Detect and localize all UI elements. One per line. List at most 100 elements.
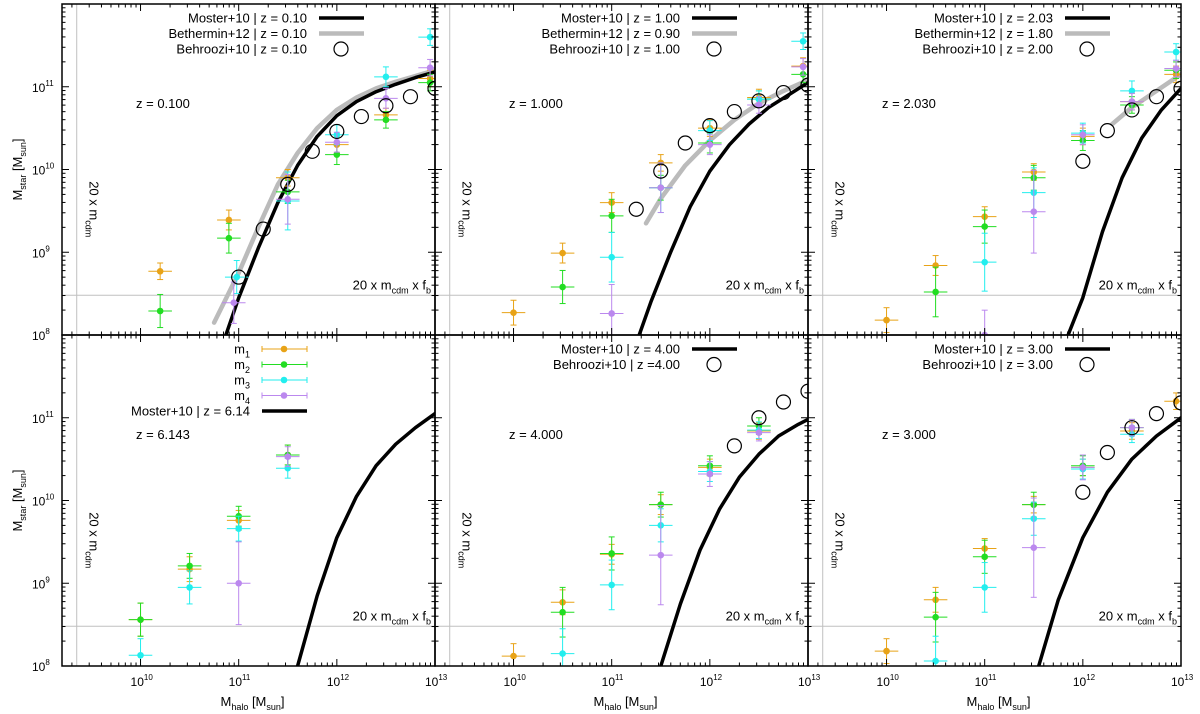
redshift-annotation: z = 3.000 — [882, 427, 936, 442]
m4-point — [1021, 497, 1046, 598]
m2-marker — [382, 116, 390, 124]
behroozi-marker — [255, 221, 271, 237]
moster-curve — [295, 411, 435, 666]
m3-marker — [799, 37, 807, 45]
panel-bottom-right: 20 x mcdm x fb 20 x mcdm z = 3.000 1010 1011… — [807, 334, 1194, 712]
x-tick-label: 1013 — [425, 673, 448, 689]
m3-marker — [932, 657, 939, 665]
m3-point — [791, 32, 808, 51]
legend-label-moster: Moster+10 | z = 0.10 — [188, 11, 307, 26]
m2-marker — [932, 288, 939, 296]
y-axis-label: Mstar [Msun] — [10, 138, 28, 200]
legend-sample-marker — [280, 392, 288, 399]
x-tick-label: 1010 — [504, 673, 527, 689]
moster-curve — [224, 70, 435, 335]
m3-point — [550, 628, 575, 666]
behroozi-marker — [775, 394, 792, 410]
plot-area — [128, 411, 435, 666]
m2-point — [550, 269, 575, 305]
m2-point — [217, 222, 241, 254]
behroozi-marker — [1148, 89, 1165, 105]
legend-label-moster: Moster+10 | z = 2.03 — [934, 11, 1053, 26]
m4-point — [747, 423, 771, 442]
m3-marker — [233, 273, 241, 281]
behroozi-marker — [1075, 484, 1091, 500]
m3-marker — [235, 525, 242, 532]
m1-marker — [883, 647, 890, 655]
m3-point — [599, 231, 624, 283]
legend-sample-marker — [280, 376, 288, 384]
m3-point — [972, 232, 997, 292]
m4-point — [1120, 92, 1144, 111]
m4-point — [747, 96, 771, 114]
m3-marker — [559, 650, 566, 657]
m2-point — [325, 144, 349, 166]
x-tick-label: 1012 — [1073, 673, 1096, 689]
hline-label: 20 x mcdm x fb — [353, 277, 431, 295]
m2-marker — [186, 562, 193, 570]
m1-marker — [510, 652, 517, 660]
m4-marker — [706, 141, 714, 148]
redshift-annotation: z = 0.100 — [136, 96, 190, 111]
m1-point — [148, 262, 172, 281]
m2-point — [923, 266, 948, 318]
m4-point — [648, 162, 673, 214]
m3-marker — [1128, 87, 1136, 95]
m4-marker — [1128, 98, 1136, 105]
m4-marker — [657, 551, 665, 559]
legend-sample-behroozi — [1079, 41, 1095, 57]
m1-point — [550, 242, 575, 264]
m4-marker — [284, 453, 292, 460]
behroozi-marker — [653, 163, 669, 179]
behroozi-marker — [726, 438, 742, 454]
legend-label-moster: Moster+10 | z = 4.00 — [561, 342, 680, 357]
panel-top-left: 20 x mcdm x fb 20 x mcdm z = 0.100 108 109 10… — [10, 3, 436, 343]
bethermin-curve — [211, 67, 435, 325]
redshift-annotation: z = 1.000 — [509, 96, 563, 111]
bethermin-curve — [643, 77, 808, 226]
x-tick-label: 1010 — [131, 673, 154, 689]
m2-marker — [225, 234, 233, 242]
m4-marker — [755, 429, 763, 436]
legend-label-behroozi: Behroozi+10 | z = 3.00 — [922, 357, 1053, 372]
m3-point — [972, 562, 997, 613]
vline-label: 20 x mcdm — [457, 181, 475, 237]
behroozi-marker — [1173, 80, 1181, 97]
legend-sample-behroozi — [706, 41, 722, 57]
m3-point — [224, 260, 249, 295]
m3-point — [1164, 43, 1181, 61]
hline-label: 20 x mcdm x fb — [1099, 608, 1177, 626]
m3-marker — [981, 258, 988, 266]
panel-bottom-middle: 20 x mcdm x fb 20 x mcdm z = 4.000 1010 1011… — [434, 334, 821, 712]
behroozi-marker — [1173, 395, 1181, 411]
vline-label: 20 x mcdm — [457, 512, 475, 568]
m4-point — [275, 446, 300, 468]
behroozi-marker — [1099, 123, 1115, 139]
legend-sample-behroozi — [1079, 356, 1095, 373]
m2-marker — [559, 608, 566, 616]
legend-label-behroozi: Behroozi+10 | z =4.00 — [553, 357, 680, 372]
x-tick-label: 1011 — [229, 673, 251, 689]
m1-marker — [883, 316, 890, 324]
behroozi-marker — [751, 410, 767, 426]
x-tick-label: 1012 — [700, 673, 723, 689]
m4-point — [1021, 169, 1046, 254]
m3-marker — [137, 651, 144, 659]
m4-marker — [657, 184, 665, 192]
m3-marker — [426, 33, 434, 41]
m3-point — [226, 515, 251, 542]
m2-marker — [559, 283, 566, 291]
legend-label-bethermin: Bethermin+12 | z = 0.10 — [168, 26, 307, 41]
y-tick-label: 109 — [32, 244, 50, 260]
moster-curve — [637, 80, 808, 335]
m4-point — [698, 461, 722, 487]
legend-label-m2: m2 — [234, 357, 250, 375]
m4-point — [1120, 418, 1144, 437]
x-tick-label: 1011 — [602, 673, 624, 689]
redshift-annotation: z = 6.143 — [136, 427, 190, 442]
m1-point — [501, 299, 526, 326]
